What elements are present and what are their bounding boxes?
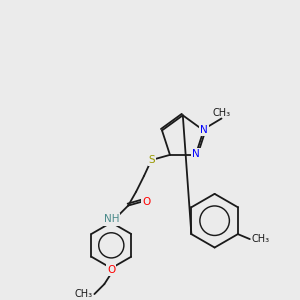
Text: CH₃: CH₃ — [74, 289, 92, 299]
Text: NH: NH — [103, 214, 119, 224]
Text: O: O — [107, 265, 116, 275]
Text: N: N — [200, 125, 208, 135]
Text: S: S — [149, 155, 155, 165]
Text: N: N — [192, 149, 200, 159]
Text: CH₃: CH₃ — [212, 107, 231, 118]
Text: O: O — [142, 196, 150, 207]
Text: CH₃: CH₃ — [252, 234, 270, 244]
